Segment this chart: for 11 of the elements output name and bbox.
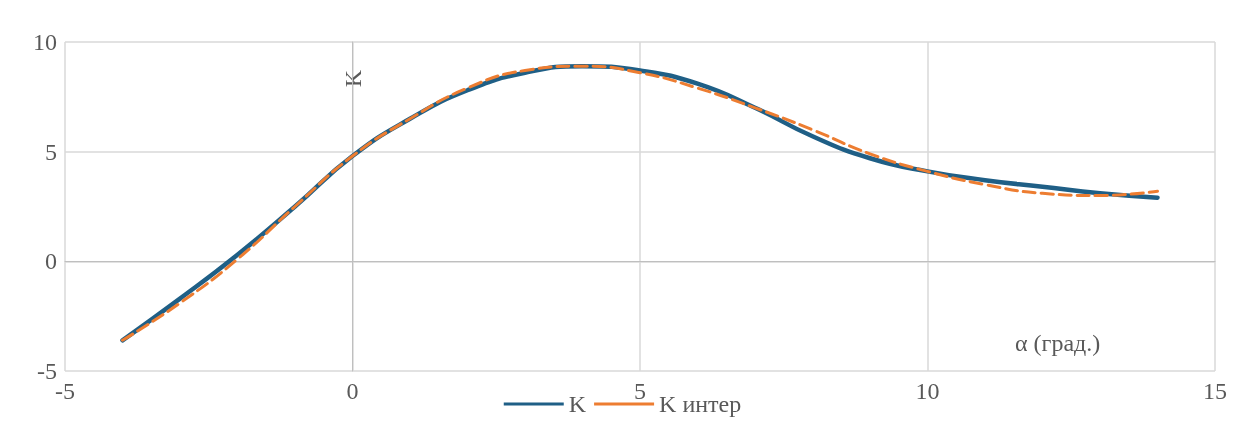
x-tick-label: 15	[1203, 378, 1227, 404]
y-tick-label: -5	[37, 358, 57, 384]
legend-label: K интер	[659, 391, 742, 417]
x-tick-label: 0	[346, 378, 359, 404]
y-tick-label: 10	[33, 29, 57, 55]
y-tick-label: 0	[45, 248, 57, 275]
y-tick-label: 5	[45, 138, 57, 165]
legend-label: K	[568, 391, 587, 417]
x-tick-label: 5	[634, 378, 646, 404]
x-tick-label: 10	[915, 378, 940, 404]
x-axis-title: α (град.)	[1015, 330, 1101, 357]
